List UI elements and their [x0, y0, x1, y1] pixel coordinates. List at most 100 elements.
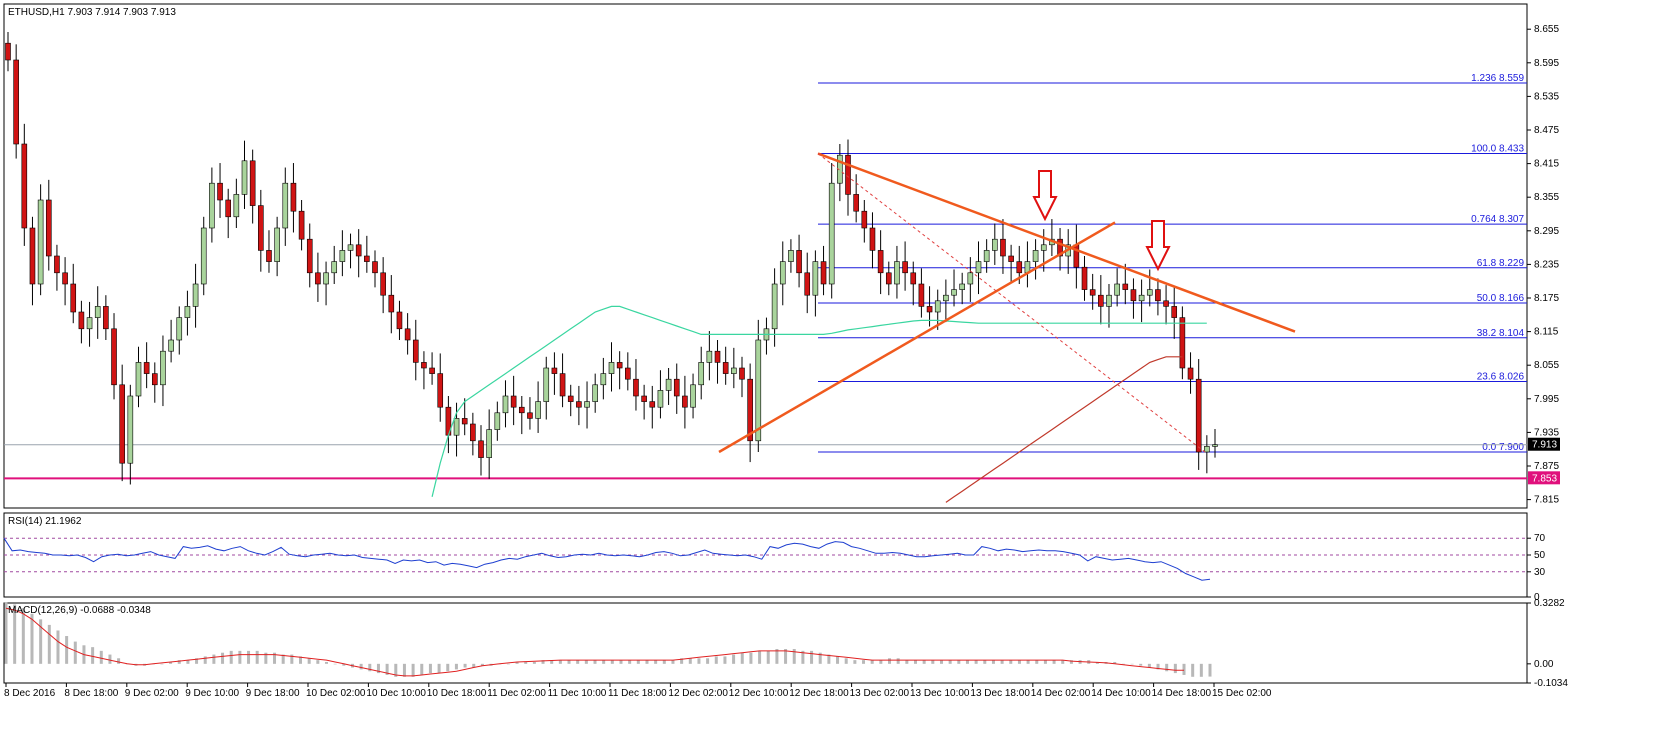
macd-histogram-bar — [836, 656, 840, 664]
candle-body — [902, 261, 908, 274]
price-tick-label: 7.875 — [1534, 461, 1559, 472]
macd-histogram-bar — [515, 661, 519, 664]
price-tick-label: 8.055 — [1534, 360, 1559, 371]
candle-body — [804, 272, 811, 296]
macd-histogram-bar — [307, 658, 311, 664]
candle-body — [828, 182, 835, 285]
candle-body — [584, 401, 590, 408]
macd-histogram-bar — [567, 660, 571, 664]
candle-body — [837, 154, 843, 184]
candle-body — [200, 227, 207, 285]
candle-body — [616, 362, 623, 369]
macd-histogram-bar — [1061, 660, 1065, 664]
macd-histogram-bar — [1052, 660, 1056, 664]
candle-body — [934, 300, 941, 313]
candle-body — [820, 261, 827, 285]
price-tick-label: 7.935 — [1534, 427, 1559, 438]
candle-body — [1195, 378, 1202, 453]
macd-histogram-bar — [13, 604, 17, 664]
candle-body — [877, 250, 884, 274]
macd-histogram-bar — [1165, 663, 1169, 672]
macd-histogram-bar — [394, 663, 398, 677]
macd-histogram-bar — [965, 660, 969, 664]
macd-histogram-bar — [221, 652, 225, 664]
time-tick-label: 11 Dec 10:00 — [548, 688, 607, 699]
candle-body — [1130, 289, 1137, 302]
macd-histogram-bar — [229, 650, 233, 664]
time-tick-label: 14 Dec 02:00 — [1031, 688, 1091, 699]
macd-histogram-bar — [853, 660, 857, 664]
macd-histogram-bar — [316, 660, 320, 664]
macd-histogram-bar — [91, 647, 95, 664]
resistance-arrow-right-icon — [1145, 220, 1171, 272]
macd-histogram-bar — [714, 656, 718, 664]
macd-histogram-bar — [610, 660, 614, 664]
candle-body — [225, 199, 231, 218]
macd-histogram-bar — [645, 660, 649, 664]
candle-body — [54, 255, 60, 274]
price-tick-label: 7.995 — [1534, 394, 1559, 405]
time-tick-label: 13 Dec 18:00 — [970, 688, 1030, 699]
macd-histogram-bar — [47, 624, 51, 664]
price-tick-label: 8.355 — [1534, 192, 1559, 203]
macd-histogram-bar — [541, 660, 545, 664]
macd-histogram-bar — [1113, 661, 1117, 664]
candle-body — [788, 250, 794, 262]
candle-body — [975, 261, 982, 274]
candle-body — [673, 378, 680, 397]
time-tick-label: 10 Dec 10:00 — [366, 688, 426, 699]
candle-body — [241, 160, 248, 195]
macd-histogram-bar — [247, 650, 251, 664]
resistance-arrow-left-icon — [1032, 170, 1058, 222]
macd-histogram-bar — [1191, 663, 1195, 677]
macd-histogram-bar — [1000, 660, 1004, 664]
time-tick-label: 9 Dec 02:00 — [125, 688, 179, 699]
candle-body — [690, 384, 696, 408]
candle-body — [486, 429, 492, 458]
candle-body — [1081, 266, 1088, 290]
price-tick-label: 8.115 — [1534, 327, 1559, 338]
macd-histogram-bar — [290, 654, 294, 664]
candle-body — [812, 261, 819, 296]
candle-body — [625, 367, 631, 380]
macd-histogram-bar — [922, 660, 926, 664]
macd-signal-line — [5, 607, 1184, 677]
macd-histogram-bar — [558, 660, 562, 664]
macd-histogram-bar — [428, 663, 432, 674]
macd-histogram-bar — [1121, 663, 1125, 665]
macd-histogram-bar — [480, 663, 484, 666]
time-tick-label: 12 Dec 18:00 — [789, 688, 849, 699]
macd-histogram-bar — [766, 650, 770, 664]
macd-histogram-bar — [212, 654, 216, 664]
candle-body — [380, 272, 386, 296]
candle-body — [1016, 261, 1023, 274]
candle-body — [266, 250, 272, 262]
macd-histogram-bar — [896, 658, 900, 664]
time-tick-label: 15 Dec 02:00 — [1212, 688, 1272, 699]
support-price-tag — [1528, 471, 1560, 485]
candle-body — [682, 395, 688, 408]
macd-histogram-bar — [1130, 663, 1134, 665]
macd-histogram-bar — [654, 660, 658, 664]
candle-body — [160, 350, 166, 386]
candle-body — [135, 362, 142, 397]
candle-body — [86, 317, 93, 330]
candle-body — [592, 384, 598, 402]
time-tick-label: 9 Dec 18:00 — [246, 688, 300, 699]
macd-histogram-bar — [550, 660, 554, 664]
candle-body — [1122, 283, 1129, 290]
macd-histogram-bar — [749, 652, 753, 664]
candle-body — [274, 227, 280, 262]
macd-histogram-bar — [56, 630, 60, 664]
candle-body — [119, 384, 125, 464]
macd-histogram-bar — [333, 663, 337, 665]
macd-histogram-bar — [420, 663, 424, 675]
time-tick-label: 12 Dec 10:00 — [729, 688, 789, 699]
macd-histogram-bar — [697, 658, 701, 664]
candle-body — [421, 362, 427, 369]
time-tick-label: 13 Dec 02:00 — [850, 688, 910, 699]
fib-level-label: 23.6 8.026 — [1477, 371, 1525, 382]
macd-histogram-bar — [1173, 663, 1177, 674]
candle-body — [5, 42, 11, 61]
